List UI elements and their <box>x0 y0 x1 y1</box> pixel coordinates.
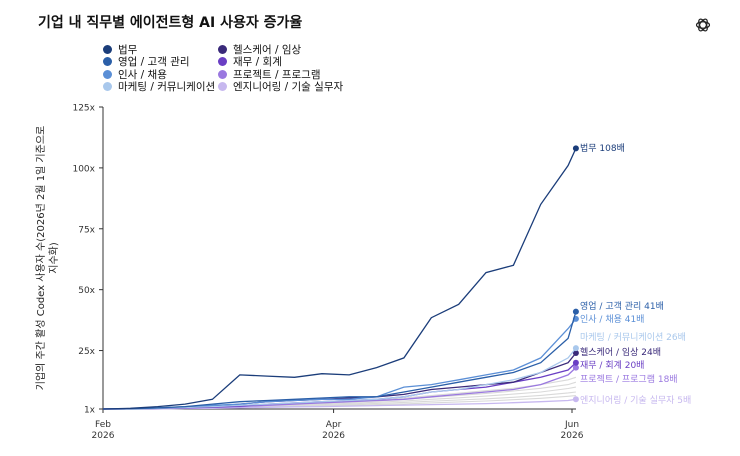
x-tick-label: Apr <box>326 420 342 430</box>
series-line <box>102 311 577 410</box>
series-end-point <box>572 349 579 356</box>
legend-item: 마케팅 / 커뮤니케이션 <box>103 81 216 94</box>
series-end-point <box>572 145 579 152</box>
legend-label: 프로젝트 / 프로그램 <box>233 68 321 81</box>
legend-dot <box>218 44 227 54</box>
legend-column-1: 법무 영업 / 고객 관리 인사 / 채용 마케팅 / 커뮤니케이션 <box>103 43 215 93</box>
legend-dot <box>103 57 112 67</box>
series-end-point <box>572 364 579 371</box>
legend-label: 영업 / 고객 관리 <box>118 56 190 69</box>
legend-label: 마케팅 / 커뮤니케이션 <box>118 81 216 94</box>
y-tick-label: 75x <box>78 225 95 235</box>
y-tick-label: 125x <box>72 104 95 114</box>
legend-item: 법무 <box>103 43 215 56</box>
series-end-label: 영업 / 고객 관리 41배 <box>580 301 664 312</box>
legend-dot <box>103 82 112 92</box>
legend-label: 법무 <box>118 43 138 56</box>
series-end-point <box>572 345 579 352</box>
legend-label: 재무 / 회계 <box>233 56 282 69</box>
series-end-point <box>572 308 579 315</box>
x-tick-label: Feb <box>95 420 111 430</box>
series-end-label: 재무 / 회계 20배 <box>580 359 644 371</box>
series-end-label: 마케팅 / 커뮤니케이션 26배 <box>580 332 686 343</box>
series-line <box>102 148 577 410</box>
x-tick-sublabel: 2026 <box>92 431 115 441</box>
legend-dot <box>218 57 227 67</box>
legend-label: 헬스케어 / 임상 <box>233 43 302 56</box>
legend-label: 엔지니어링 / 기술 실무자 <box>233 81 344 94</box>
x-tick-sublabel: 2026 <box>561 431 584 441</box>
y-tick-label: 25x <box>78 347 95 357</box>
legend-item: 영업 / 고객 관리 <box>103 56 215 69</box>
series-end-label: 헬스케어 / 임상 24배 <box>580 346 661 358</box>
series-end-label: 프로젝트 / 프로그램 18배 <box>580 373 678 385</box>
y-tick-label: 50x <box>78 286 95 296</box>
y-tick-label: 1x <box>84 406 96 416</box>
series-line <box>102 318 577 410</box>
y-axis-label: 기업의 주간 활성 Codex 사용자 수(2026년 2월 1일 기준으로 지수… <box>34 126 60 390</box>
series-end-point <box>572 359 579 366</box>
chart-title: 기업 내 직무별 에이전트형 AI 사용자 증가율 <box>38 15 303 31</box>
x-tick-sublabel: 2026 <box>322 431 345 441</box>
legend-item: 프로젝트 / 프로그램 <box>218 68 343 81</box>
legend-dot <box>218 82 227 92</box>
series-end-point <box>572 396 579 403</box>
series-line <box>102 347 577 410</box>
legend-column-2: 헬스케어 / 임상 재무 / 회계 프로젝트 / 프로그램 엔지니어링 / 기술… <box>218 43 343 93</box>
series-end-label: 법무 108배 <box>580 143 625 154</box>
legend-item: 재무 / 회계 <box>218 56 343 69</box>
series-end-label: 엔지니어링 / 기술 실무자 5배 <box>580 394 691 406</box>
legend-label: 인사 / 채용 <box>118 68 167 81</box>
legend-item: 인사 / 채용 <box>103 68 215 81</box>
legend-dot <box>103 44 112 54</box>
legend-dot <box>103 69 112 79</box>
y-tick-label: 100x <box>72 164 95 174</box>
legend-item: 헬스케어 / 임상 <box>218 43 343 56</box>
legend-item: 엔지니어링 / 기술 실무자 <box>218 81 344 94</box>
series-end-label: 인사 / 채용 41배 <box>580 314 644 325</box>
openai-logo-icon <box>695 18 711 32</box>
x-tick-label: Jun <box>564 420 579 430</box>
legend-dot <box>218 69 227 79</box>
